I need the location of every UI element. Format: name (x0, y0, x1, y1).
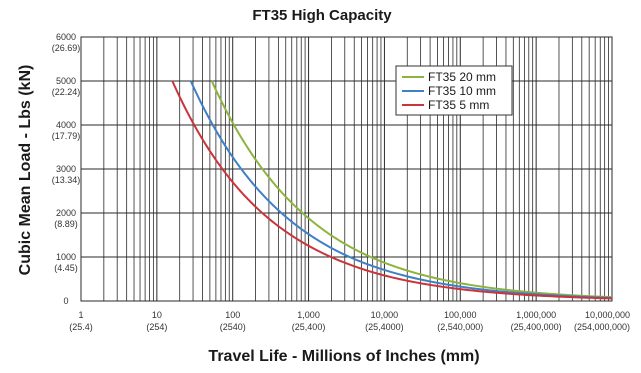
x-tick-sublabel: (2540) (220, 322, 246, 332)
y-tick-sublabel: (26.69) (52, 43, 81, 53)
y-tick-sublabel: (8.89) (54, 219, 78, 229)
x-tick-label: 1 (78, 310, 83, 320)
chart-title: FT35 High Capacity (252, 7, 392, 24)
y-tick-sublabel: (4.45) (54, 263, 78, 273)
x-tick-label: 1,000 (297, 310, 320, 320)
y-tick-label: 6000 (56, 32, 76, 42)
y-tick-sublabel: (17.79) (52, 131, 81, 141)
y-tick-label: 3000 (56, 164, 76, 174)
y-tick-label: 2000 (56, 208, 76, 218)
x-tick-sublabel: (25,400,000) (511, 322, 562, 332)
series-line (171, 80, 613, 300)
grid (80, 36, 612, 302)
x-tick-sublabel: (25.4) (69, 322, 93, 332)
series-line (189, 80, 613, 299)
y-axis-label: Cubic Mean Load - Lbs (kN) (17, 65, 34, 276)
y-tick-label: 4000 (56, 120, 76, 130)
x-tick-sublabel: (254) (146, 322, 167, 332)
series-lines (171, 80, 613, 300)
y-tick-label: 5000 (56, 76, 76, 86)
x-tick-label: 100 (225, 310, 240, 320)
y-tick-sublabel: (22.24) (52, 87, 81, 97)
plot-frame (80, 36, 613, 302)
x-tick-sublabel: (2,540,000) (437, 322, 483, 332)
legend-label: FT35 5 mm (428, 98, 489, 112)
legend-label: FT35 10 mm (428, 84, 496, 98)
plot-area-border (80, 36, 613, 302)
x-tick-label: 10,000,000 (585, 310, 630, 320)
y-tick-sublabel: (13.34) (52, 175, 81, 185)
x-axis-ticks: 1 (25.4) 10 (254) 100 (2540) 1,000 (25,400) 10,0… (69, 310, 630, 332)
y-tick-label: 1000 (56, 252, 76, 262)
x-tick-label: 10,000 (371, 310, 399, 320)
x-axis-label: Travel Life - Millions of Inches (mm) (208, 348, 479, 365)
x-tick-label: 10 (152, 310, 162, 320)
x-tick-label: 100,000 (444, 310, 477, 320)
series-line (210, 80, 613, 299)
x-tick-sublabel: (254,000,000) (574, 322, 630, 332)
x-tick-sublabel: (25,400) (292, 322, 326, 332)
y-axis-ticks: 0 1000(4.45) 2000(8.89) 3000(13.34) 4000(17.… (52, 32, 81, 306)
legend-label: FT35 20 mm (428, 70, 496, 84)
x-tick-sublabel: (25,4000) (365, 322, 404, 332)
x-tick-label: 1,000,000 (516, 310, 556, 320)
y-tick-label: 0 (63, 296, 68, 306)
